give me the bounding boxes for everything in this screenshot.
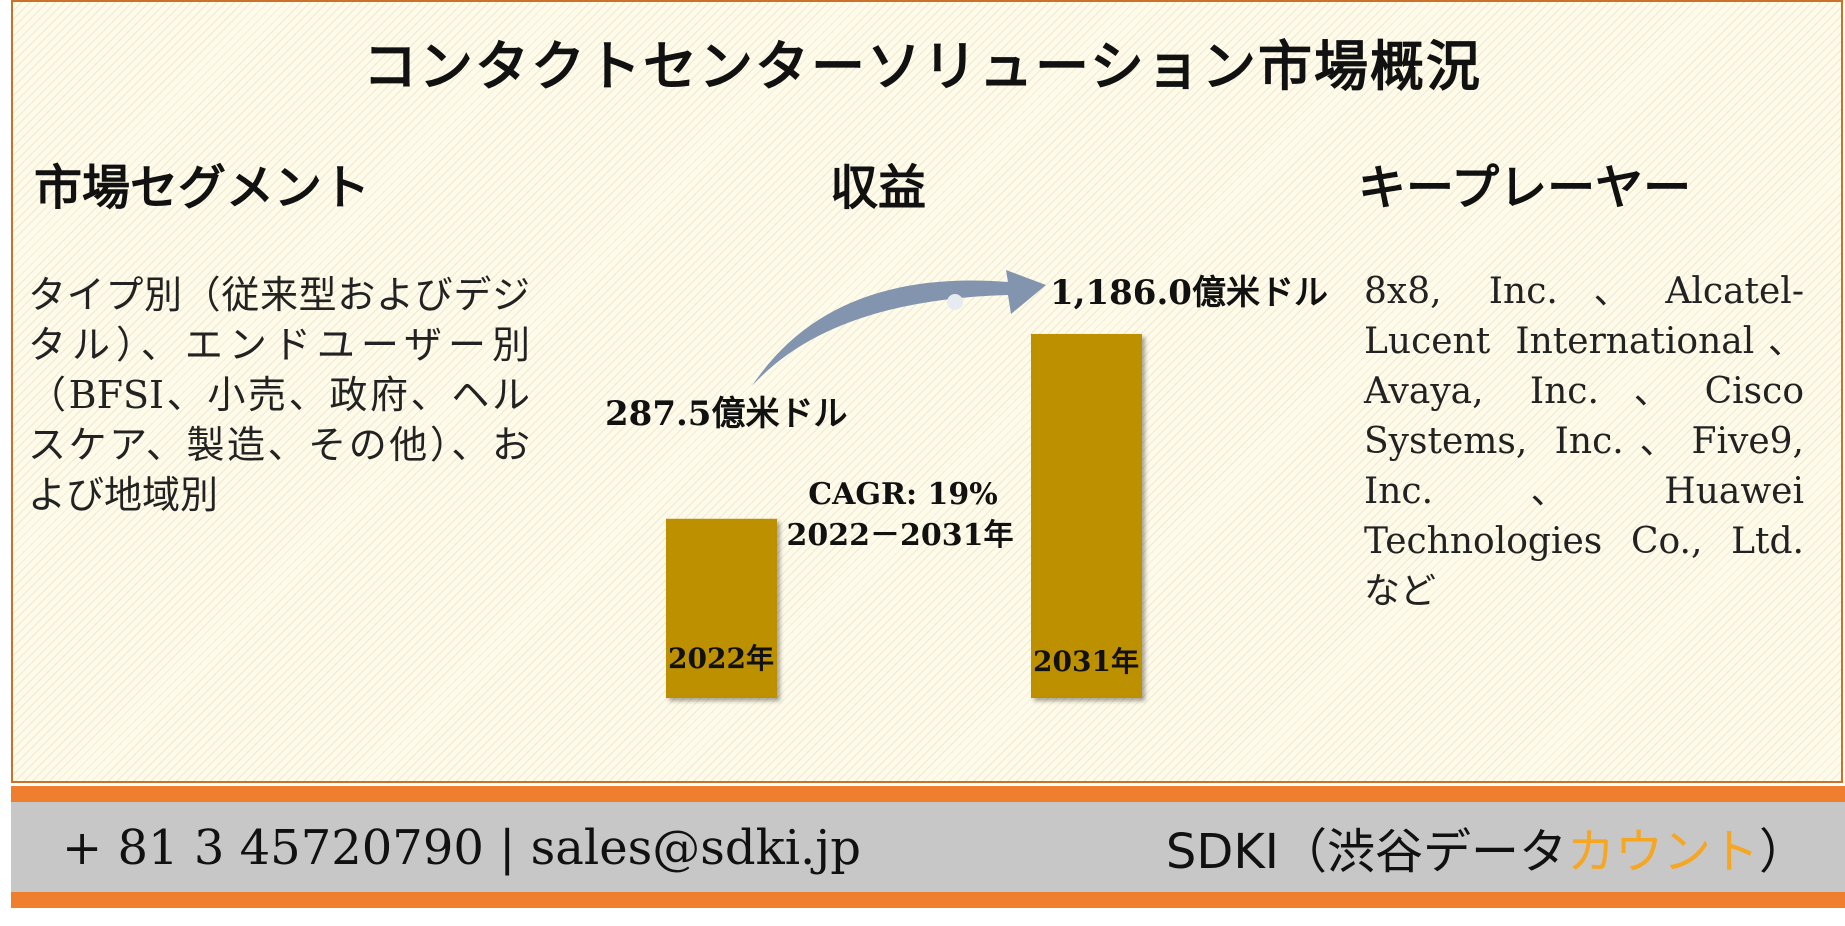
category-label-2022: 2022年 bbox=[668, 642, 774, 675]
brand-name: SDKI（渋谷データカウント） bbox=[1166, 812, 1807, 882]
footer-top-stripe bbox=[11, 786, 1845, 802]
value-label-2031: 1,186.0億米ドル bbox=[1050, 273, 1328, 313]
value-label-2022: 287.5億米ドル bbox=[605, 394, 847, 434]
bar-2031 bbox=[1031, 334, 1142, 698]
brand-accent: カウント bbox=[1566, 824, 1759, 880]
page-title: コンタクトセンターソリューション市場概況 bbox=[363, 34, 1482, 98]
cagr-period-label: 2022－2031年 bbox=[787, 518, 1014, 553]
arrow-dot bbox=[947, 294, 963, 310]
footer-bar bbox=[11, 802, 1845, 892]
category-label-2031: 2031年 bbox=[1033, 645, 1139, 678]
cagr-label: CAGR: 19% bbox=[808, 477, 997, 512]
revenue-heading: 収益 bbox=[830, 160, 927, 216]
overview-panel bbox=[11, 0, 1843, 783]
segments-text: タイプ別（従来型およびデジタル）、エンドユーザー別（BFSI、小売、政府、ヘルス… bbox=[28, 273, 530, 517]
footer-bottom-stripe bbox=[11, 892, 1845, 908]
key-players-text: 8x8, Inc.、Alcatel-Lucent International、A… bbox=[1364, 271, 1804, 612]
contact-info: + 81 3 45720790 | sales@sdki.jp bbox=[62, 820, 861, 876]
brand-prefix: SDKI（渋谷データ bbox=[1165, 824, 1567, 880]
brand-suffix: ） bbox=[1758, 824, 1807, 880]
growth-arrow bbox=[752, 270, 1046, 386]
key-players-heading: キープレーヤー bbox=[1358, 160, 1692, 216]
bar-2022 bbox=[666, 518, 777, 698]
segments-heading: 市場セグメント bbox=[34, 160, 371, 216]
